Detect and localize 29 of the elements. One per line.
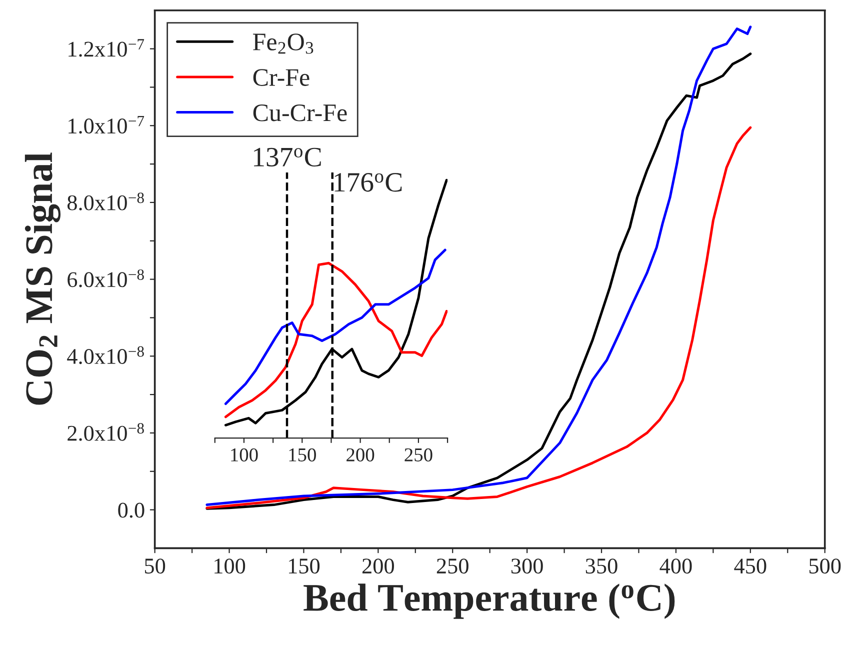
x-tick-label: 100 (214, 558, 246, 574)
x-tick-label: 100 (231, 448, 258, 462)
y-tick-label: 8.0x10$^{−8}$ (68, 192, 144, 210)
ref-line-label: 176$^{o}$C (334, 173, 402, 192)
ref-line-label: 137$^{o}$C (254, 148, 321, 167)
x-tick-label: 200 (362, 558, 394, 574)
x-tick-label: 200 (346, 448, 374, 462)
y-tick-label: 1.0x10$^{−7}$ (68, 116, 144, 134)
x-tick-label: 500 (809, 558, 841, 574)
legend-label: Cr-Fe (253, 69, 310, 86)
y-tick-label: 2.0x10$^{−8}$ (68, 423, 144, 441)
x-tick-label: 300 (511, 558, 543, 574)
x-tick-label: 250 (436, 558, 468, 574)
legend-label: Cu-Cr-Fe (253, 104, 347, 122)
x-tick-label: 350 (586, 558, 618, 574)
x-tick-label: 150 (289, 448, 316, 462)
x-tick-label: 50 (145, 558, 166, 574)
y-tick-label: 6.0x10$^{−8}$ (68, 269, 144, 288)
y-tick-label: 1.2x10$^{−7}$ (68, 39, 144, 57)
y-tick-label: 0.0 (118, 502, 144, 518)
x-axis-title: Bed Temperature ($^{o}$C) (304, 584, 675, 619)
x-tick-label: 150 (289, 558, 320, 574)
y-tick-label: 4.0x10$^{−8}$ (67, 346, 144, 364)
line-series (206, 126, 752, 510)
y-axis-title: CO$_{2}$ MS Signal (24, 152, 60, 405)
x-tick-label: 250 (404, 448, 432, 462)
x-tick-label: 450 (734, 558, 766, 574)
legend-label: Fe$_{2}$O$_{3}$ (253, 34, 314, 54)
x-tick-label: 400 (660, 558, 692, 574)
